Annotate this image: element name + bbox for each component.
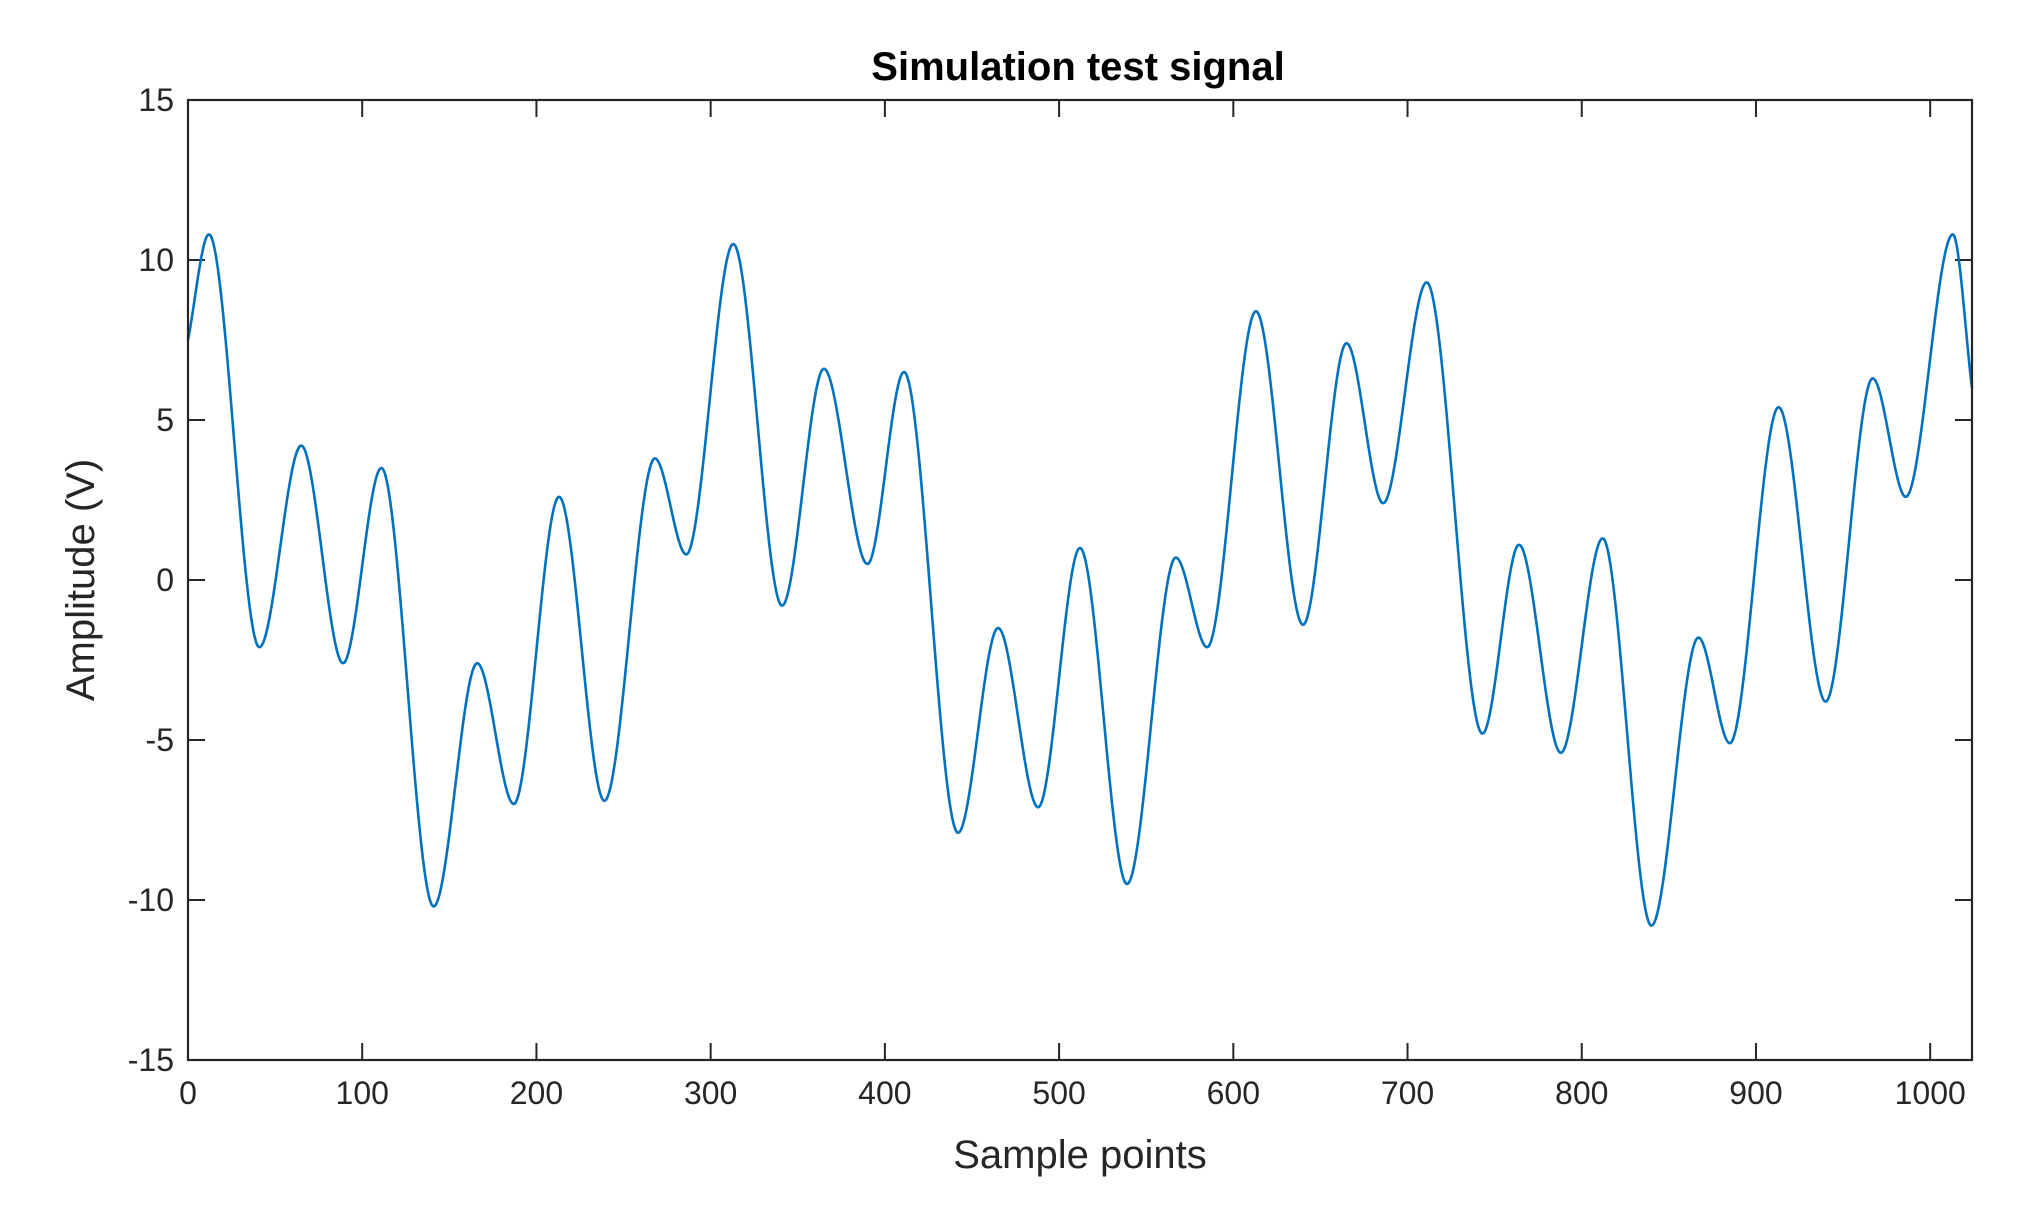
x-tick-label: 700 [1381, 1075, 1434, 1111]
x-tick-label: 200 [510, 1075, 563, 1111]
y-tick-label: -10 [128, 882, 174, 918]
chart-title: Simulation test signal [871, 45, 1284, 89]
series-layer [186, 233, 1974, 927]
y-axis-label: Amplitude (V) [59, 459, 103, 701]
x-tick-label: 100 [336, 1075, 389, 1111]
x-tick-label: 600 [1207, 1075, 1260, 1111]
plot-area [188, 100, 1972, 1060]
plot-frame [186, 98, 1974, 1062]
x-tick-label: 0 [179, 1075, 197, 1111]
x-tick-label: 1000 [1895, 1075, 1966, 1111]
x-axis-label: Sample points [953, 1133, 1206, 1177]
y-tick-label: 10 [138, 242, 174, 278]
x-axis-ticks: 0 100 200 300 400 500 600 700 800 900 1000 [179, 100, 1966, 1111]
x-tick-label: 300 [684, 1075, 737, 1111]
y-tick-label: 5 [156, 402, 174, 438]
y-axis-ticks: 15 10 5 0 -5 -10 -15 [128, 82, 1972, 1078]
signal-line-series-0 [186, 233, 1974, 927]
x-tick-label: 900 [1729, 1075, 1782, 1111]
y-tick-label: 15 [138, 82, 174, 118]
x-tick-label: 800 [1555, 1075, 1608, 1111]
x-tick-label: 500 [1032, 1075, 1085, 1111]
x-tick-label: 400 [858, 1075, 911, 1111]
y-tick-label: -5 [146, 722, 174, 758]
y-tick-label: 0 [156, 562, 174, 598]
y-tick-label: -15 [128, 1042, 174, 1078]
